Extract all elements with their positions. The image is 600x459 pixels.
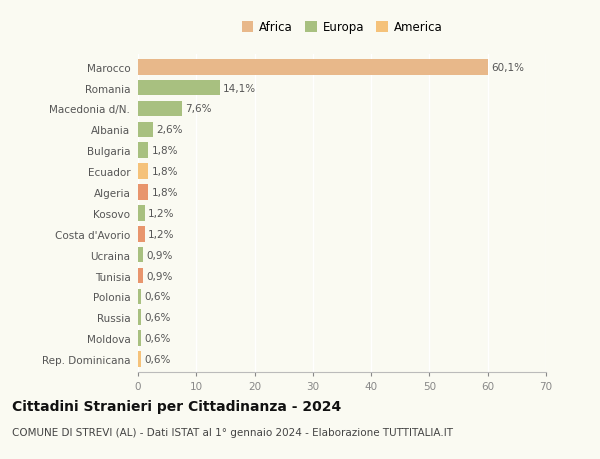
Text: 1,8%: 1,8%	[151, 188, 178, 197]
Bar	[138, 60, 488, 75]
Bar	[138, 101, 182, 117]
Text: Cittadini Stranieri per Cittadinanza - 2024: Cittadini Stranieri per Cittadinanza - 2…	[12, 399, 341, 413]
Bar	[138, 143, 148, 159]
Bar	[138, 289, 142, 305]
Bar	[138, 268, 143, 284]
Bar	[138, 206, 145, 221]
Bar	[138, 352, 142, 367]
Text: 1,8%: 1,8%	[151, 146, 178, 156]
Text: 60,1%: 60,1%	[491, 62, 524, 73]
Text: 14,1%: 14,1%	[223, 84, 256, 94]
Bar	[138, 247, 143, 263]
Text: 0,6%: 0,6%	[145, 354, 171, 364]
Text: 7,6%: 7,6%	[185, 104, 212, 114]
Bar	[138, 310, 142, 325]
Bar	[138, 226, 145, 242]
Text: 1,2%: 1,2%	[148, 208, 175, 218]
Text: COMUNE DI STREVI (AL) - Dati ISTAT al 1° gennaio 2024 - Elaborazione TUTTITALIA.: COMUNE DI STREVI (AL) - Dati ISTAT al 1°…	[12, 427, 453, 437]
Text: 0,6%: 0,6%	[145, 292, 171, 302]
Text: 2,6%: 2,6%	[156, 125, 182, 135]
Text: 1,8%: 1,8%	[151, 167, 178, 177]
Text: 0,9%: 0,9%	[146, 271, 173, 281]
Legend: Africa, Europa, America: Africa, Europa, America	[237, 17, 447, 39]
Text: 1,2%: 1,2%	[148, 230, 175, 239]
Text: 0,6%: 0,6%	[145, 313, 171, 323]
Text: 0,6%: 0,6%	[145, 333, 171, 343]
Bar	[138, 330, 142, 346]
Text: 0,9%: 0,9%	[146, 250, 173, 260]
Bar	[138, 164, 148, 179]
Bar	[138, 185, 148, 201]
Bar	[138, 81, 220, 96]
Bar	[138, 122, 153, 138]
